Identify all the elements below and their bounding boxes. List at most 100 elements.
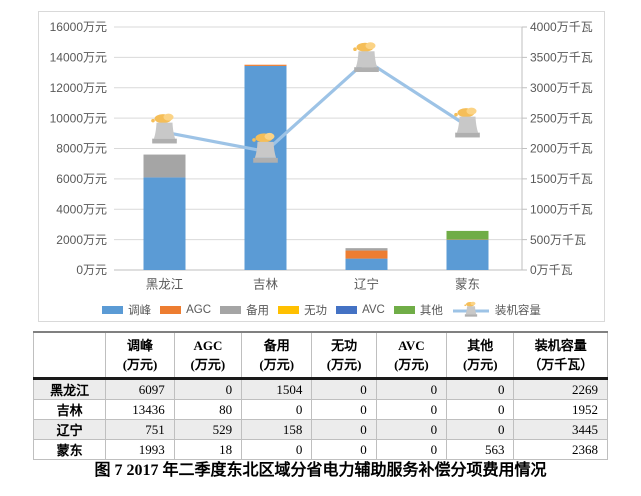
legend-item-AVC: AVC [336,304,385,316]
table-cell: 1952 [513,399,608,420]
table-row-黑龙江: 黑龙江 6097 0 1504 0 0 0 2269 [32,378,608,400]
table-cell: 6097 [105,378,175,400]
left-axis-tick-label: 6000万元 [56,172,107,186]
legend-swatch [220,305,242,315]
legend-label: 装机容量 [494,305,541,317]
table-column-header-AGC: AGC (万元) [173,331,243,380]
table-column-header-装机容量: 装机容量 （万千瓦） [513,331,608,380]
bar-segment-备用-辽宁 [345,248,388,251]
table-cell: 13436 [105,399,175,420]
legend-item-备用: 备用 [220,302,269,318]
table-cell: 529 [173,419,243,440]
left-axis-tick-label: 12000万元 [50,81,107,95]
category-label: 黑龙江 [146,277,184,291]
right-axis-tick-label: 2000万千瓦 [530,142,593,156]
table-cell: 0 [311,399,377,420]
installed-capacity-line [164,59,469,154]
cooling-tower-icon [353,42,379,73]
category-label: 蒙东 [455,277,480,291]
bar-segment-AGC-辽宁 [345,250,388,259]
table-cell: 1993 [105,439,175,460]
legend-label: 调峰 [128,305,152,317]
left-axis-tick-label: 16000万元 [50,20,107,34]
right-axis-tick-label: 0万千瓦 [530,263,573,277]
combo-chart: 0万元 2000万元 4000万元 6000万元 8000万元 10000万元 12000万… [38,11,605,322]
table-cell: 0 [375,419,448,440]
bar-segment-调峰-辽宁 [345,258,388,270]
row-label: 蒙东 [32,439,107,460]
left-axis-tick-label: 4000万元 [56,202,107,216]
table-cell: 0 [375,439,448,460]
table-cell: 2269 [513,378,608,400]
legend-item-调峰: 调峰 [102,302,151,318]
legend-swatch [336,305,358,315]
table-cell: 563 [446,439,515,460]
table-cell: 0 [446,399,515,420]
legend-swatch [393,305,415,315]
legend-swatch [102,305,124,315]
category-label: 辽宁 [354,276,379,291]
right-axis-tick-label: 4000万千瓦 [530,20,593,34]
legend-line-marker [452,301,489,317]
table-cell: 2368 [513,439,608,460]
table-column-header-无功: 无功 (万元) [311,331,377,380]
table-cell: 0 [311,378,377,400]
left-axis-tick-label: 2000万元 [56,233,107,247]
figure-caption: 图 7 2017 年二季度东北区域分省电力辅助服务补偿分项费用情况 [94,462,547,479]
row-label: 吉林 [32,399,107,420]
legend-label: 备用 [246,305,270,317]
legend-label: AGC [186,304,212,316]
table-cell: 158 [241,419,313,440]
left-axis-tick-label: 14000万元 [50,51,107,65]
table-cell: 0 [446,419,515,440]
table-row-蒙东: 蒙东 1993 18 0 0 0 563 2368 [32,439,608,460]
legend-item-无功: 无功 [278,302,327,318]
table-cell: 0 [375,378,448,400]
right-axis-tick-label: 2500万千瓦 [530,111,593,125]
table-column-header-备用: 备用 (万元) [241,331,313,380]
table-cell: 751 [105,419,175,440]
compensation-data-table: 调峰 (万元) AGC (万元) 备用 (万元) 无功 (万元) AVC (万元) 其他 (万元) 装机… [32,331,608,460]
table-cell: 0 [375,399,448,420]
cooling-tower-icon [252,132,278,163]
legend-item-AGC: AGC [160,304,211,316]
legend-item-其他: 其他 [393,302,443,318]
table-cell: 0 [173,378,243,400]
table-cell: 80 [173,399,243,420]
cooling-tower-icon [151,113,177,144]
left-axis-tick-label: 0万元 [76,263,107,277]
category-label: 吉林 [253,277,279,291]
row-label: 辽宁 [32,419,107,440]
table-row-辽宁: 辽宁 751 529 158 0 0 0 3445 [32,419,608,440]
bar-segment-备用-黑龙江 [143,154,186,178]
right-axis-tick-label: 1000万千瓦 [530,202,593,216]
right-axis-tick-label: 500万千瓦 [530,233,586,247]
chart-legend: 调峰 AGC 备用 无功 AVC 其他 装机容量 [38,301,605,319]
bar-segment-调峰-吉林 [244,65,287,270]
table-column-header-调峰: 调峰 (万元) [105,331,175,380]
row-label: 黑龙江 [32,378,107,400]
chart-border [38,11,605,322]
legend-item-装机容量: 装机容量 [452,301,541,319]
left-axis-tick-label: 8000万元 [56,142,107,156]
legend-label: 其他 [419,305,443,317]
table-cell: 0 [446,378,515,400]
table-cell: 0 [311,419,377,440]
right-axis-tick-label: 3500万千瓦 [530,51,593,65]
bar-segment-调峰-蒙东 [446,239,489,270]
table-cell: 3445 [513,419,608,440]
legend-swatch [160,305,182,315]
table-column-header-其他: 其他 (万元) [446,331,515,380]
table-cell: 1504 [241,378,313,400]
bar-segment-其他-蒙东 [446,230,489,240]
right-axis-tick-label: 3000万千瓦 [530,81,593,95]
table-corner-cell [32,331,107,380]
table-column-header-AVC: AVC (万元) [375,331,448,380]
table-cell: 0 [241,399,313,420]
table-body: 黑龙江 6097 0 1504 0 0 0 2269 吉林 13436 80 0 0 0 0 1952 辽宁 75… [32,378,608,460]
bar-segment-AGC-吉林 [244,64,287,66]
right-axis-tick-label: 1500万千瓦 [530,172,593,186]
left-axis-tick-label: 10000万元 [50,111,107,125]
legend-label: AVC [362,304,385,316]
